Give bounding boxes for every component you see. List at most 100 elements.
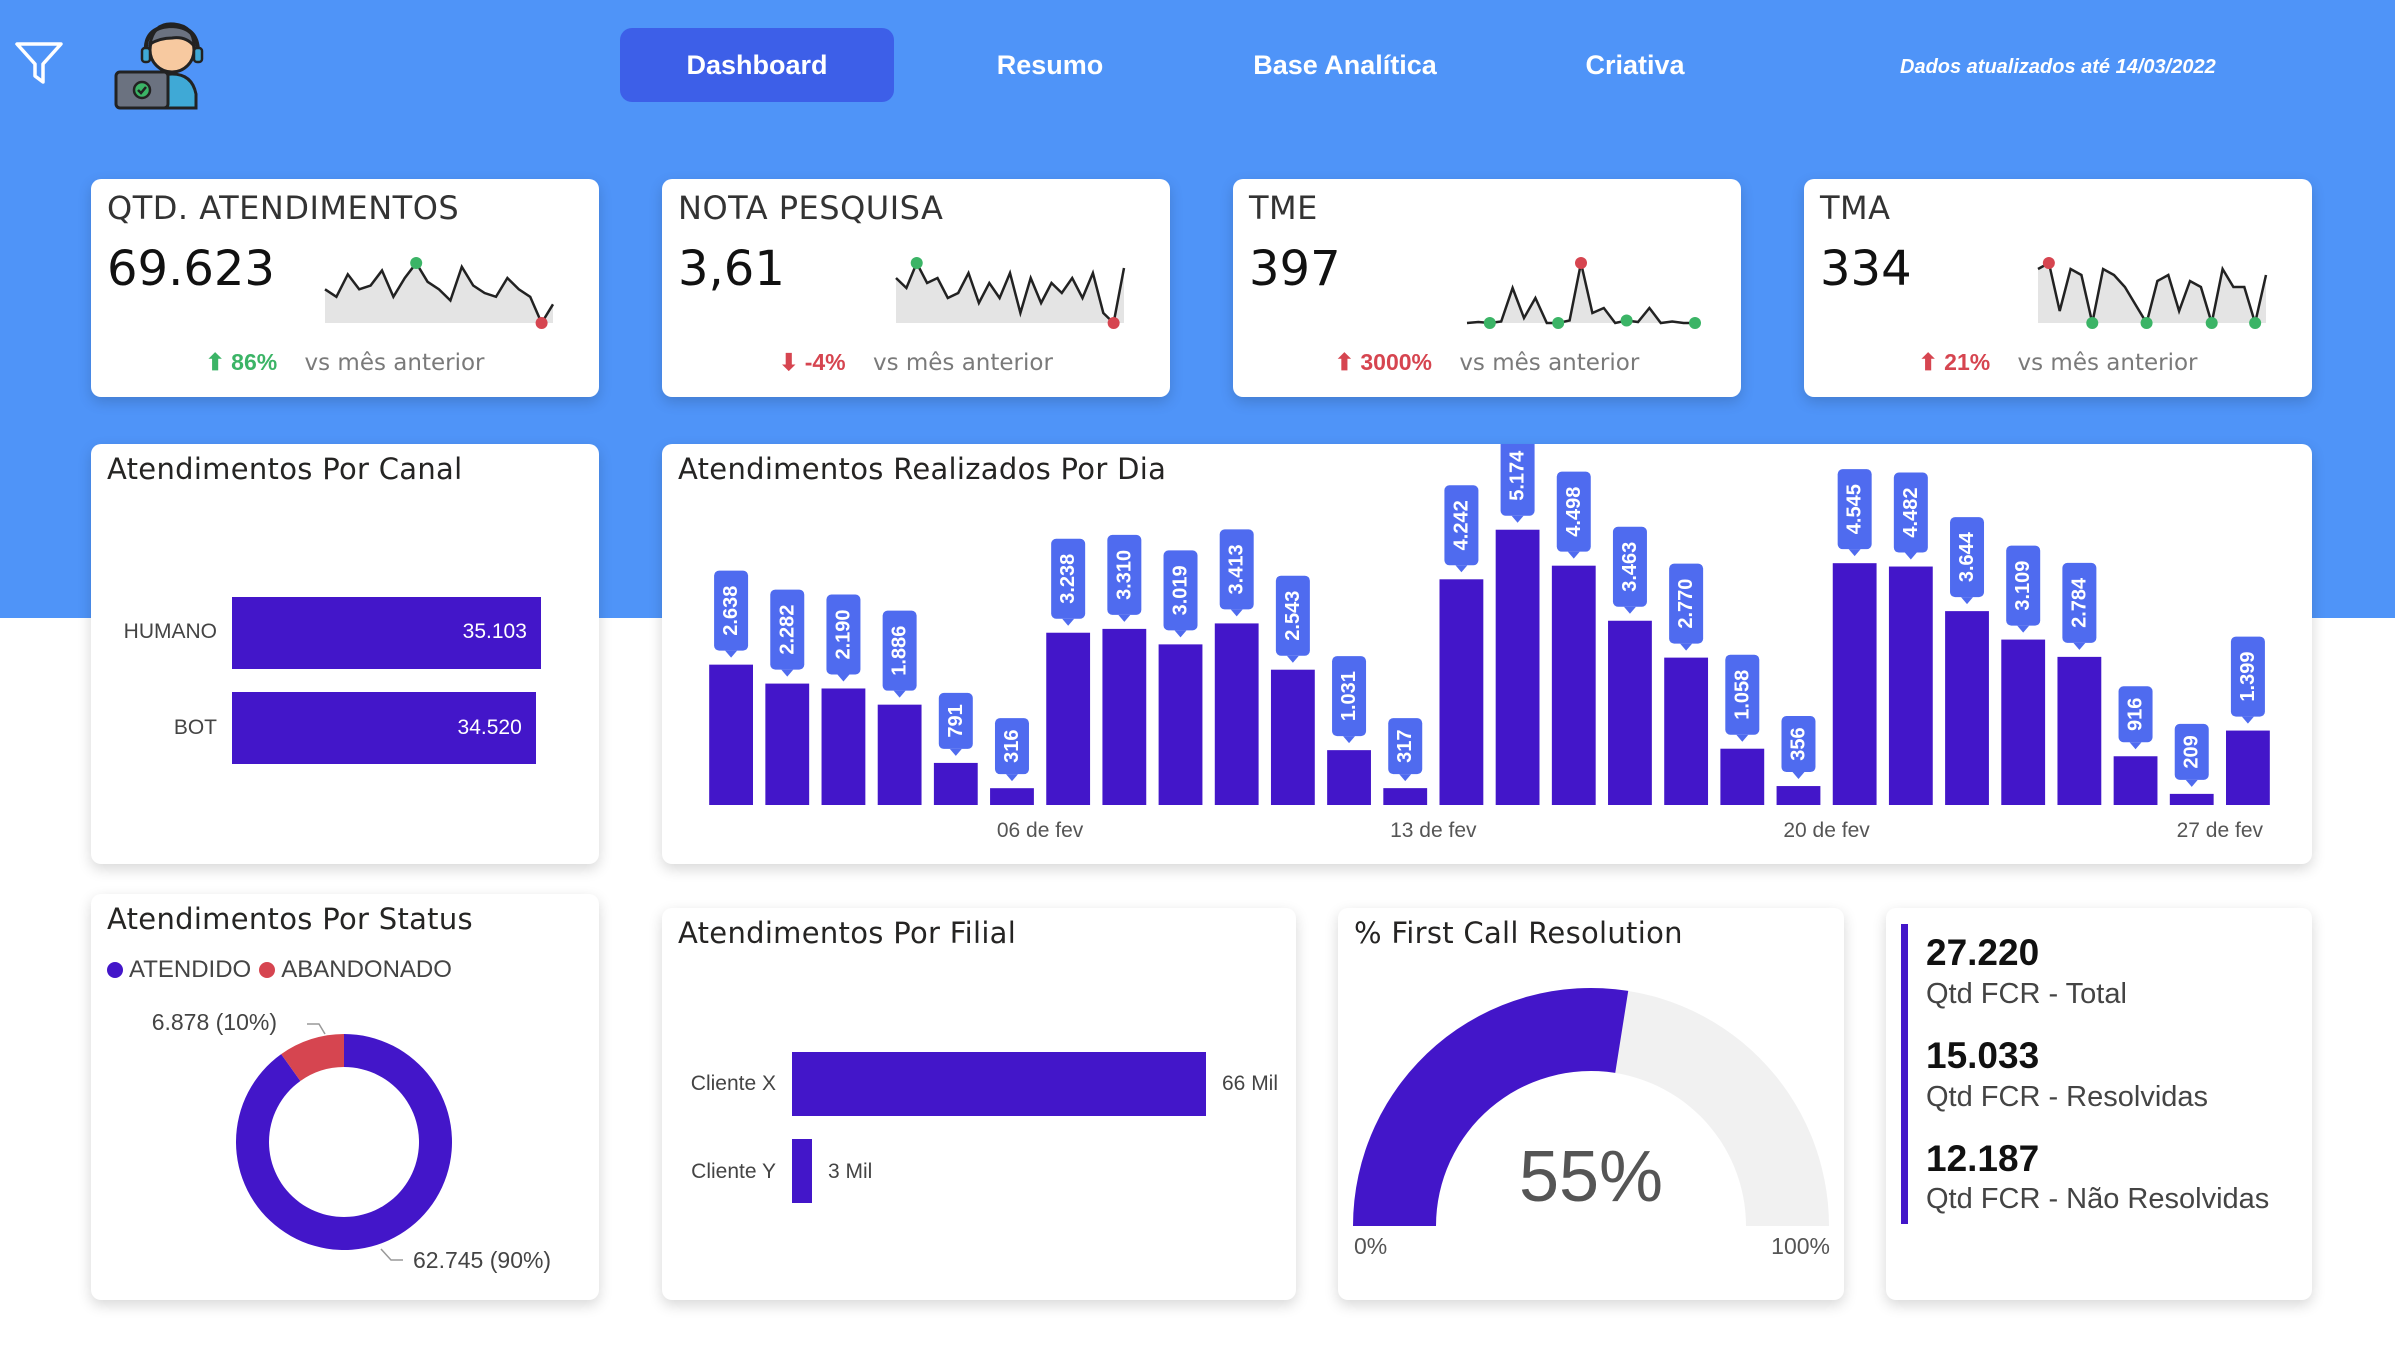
daily-bar[interactable]	[1439, 579, 1484, 805]
kpi-footer: ⬆ 86% vs mês anterior	[91, 349, 599, 376]
kpi-card-tme: TME 397 ⬆ 3000% vs mês anterior	[1233, 179, 1741, 397]
donut-slice-abandonado[interactable]	[281, 1034, 344, 1081]
sparkline-marker	[1575, 257, 1587, 269]
daily-bar[interactable]	[877, 704, 922, 805]
kpi-title: TMA	[1820, 189, 1891, 227]
tab-resumo[interactable]: Resumo	[996, 50, 1104, 80]
data-updated-label: Dados atualizados até 14/03/2022	[1900, 56, 2216, 78]
svg-text:209: 209	[2181, 735, 2203, 768]
daily-bar[interactable]	[2113, 756, 2158, 805]
leader-line	[380, 1248, 403, 1261]
card-atendimentos-por-filial: Atendimentos Por Filial Cliente X 66 Mil…	[662, 908, 1296, 1300]
kpi-comparison-label: vs mês anterior	[1459, 350, 1640, 376]
svg-text:2.784: 2.784	[2068, 577, 2090, 628]
sparkline-marker	[535, 317, 548, 329]
bar-cliente-y[interactable]	[792, 1139, 812, 1203]
svg-text:791: 791	[945, 704, 967, 737]
daily-bar-label: 5.174	[1500, 444, 1535, 523]
daily-bar[interactable]	[2057, 656, 2102, 805]
daily-bar[interactable]	[990, 788, 1034, 805]
sparkline-marker	[2086, 317, 2099, 329]
donut-slice-atendido[interactable]	[235, 1034, 452, 1250]
daily-bar[interactable]	[1158, 644, 1203, 805]
status-donut-chart: 6.878 (10%) 62.745 (90%)	[152, 1009, 551, 1273]
daily-bar-label: 3.238	[1051, 538, 1086, 626]
sparkline-area	[2038, 263, 2266, 323]
card-first-call-resolution: % First Call Resolution 55% 0% 100%	[1338, 908, 1844, 1300]
daily-bar[interactable]	[1270, 669, 1315, 805]
sparkline-line	[895, 260, 1126, 326]
filter-icon[interactable]	[14, 38, 64, 88]
daily-bar[interactable]	[765, 683, 810, 805]
daily-bar[interactable]	[1214, 623, 1259, 805]
card-title: Atendimentos Por Status	[107, 902, 473, 936]
daily-bar[interactable]	[2001, 639, 2046, 805]
daily-bar-label: 2.190	[826, 594, 861, 682]
kpi-comparison-label: vs mês anterior	[872, 350, 1053, 376]
bar-category-label: Cliente Y	[691, 1160, 776, 1183]
daily-bar[interactable]	[2169, 793, 2214, 805]
daily-bar-label: 2.770	[1669, 563, 1704, 651]
svg-text:1.058: 1.058	[1731, 670, 1753, 720]
daily-bar[interactable]	[2226, 730, 2270, 805]
daily-bar[interactable]	[1945, 611, 1989, 805]
x-tick-label: 27 de fev	[2177, 819, 2264, 842]
gauge-fill[interactable]	[1353, 988, 1629, 1226]
tab-dashboard[interactable]: Dashboard	[620, 28, 894, 102]
chart-legend: ATENDIDO ABANDONADO	[107, 956, 452, 984]
bar-value-label: 34.520	[457, 716, 522, 739]
daily-bar[interactable]	[821, 688, 866, 805]
tab-base-analitica[interactable]: Base Analítica	[1253, 50, 1437, 80]
card-fcr-stats: 27.220 Qtd FCR - Total 15.033 Qtd FCR - …	[1886, 908, 2312, 1300]
daily-bar-label: 2.638	[714, 570, 749, 658]
svg-text:2.638: 2.638	[720, 586, 742, 636]
daily-bar[interactable]	[1102, 628, 1147, 805]
daily-bar[interactable]	[1551, 565, 1596, 805]
support-agent-avatar-icon	[114, 22, 204, 110]
daily-bar[interactable]	[1495, 529, 1540, 805]
donut-label-atendido: 62.745 (90%)	[413, 1247, 551, 1273]
daily-bar[interactable]	[1776, 786, 1821, 805]
svg-text:4.545: 4.545	[1844, 484, 1866, 534]
x-tick-label: 06 de fev	[997, 819, 1084, 842]
kpi-sparkline	[1466, 257, 1701, 329]
svg-text:3.413: 3.413	[1226, 544, 1248, 594]
daily-bar[interactable]	[1832, 563, 1877, 805]
daily-bar[interactable]	[1888, 566, 1933, 805]
legend-label[interactable]: ATENDIDO	[129, 956, 252, 983]
card-title: Atendimentos Realizados Por Dia	[678, 452, 1167, 486]
kpi-sparkline	[2037, 257, 2268, 329]
daily-bar[interactable]	[1383, 788, 1428, 805]
daily-bar[interactable]	[1720, 748, 1765, 805]
tab-criativa[interactable]: Criativa	[1585, 50, 1685, 80]
sparkline-area	[1467, 263, 1695, 323]
daily-bar-label: 317	[1388, 718, 1423, 782]
bar-humano[interactable]	[232, 597, 541, 669]
bar-category-label: HUMANO	[123, 620, 217, 643]
svg-text:3.109: 3.109	[2012, 561, 2034, 611]
fcr-nao-resolvidas-label: Qtd FCR - Não Resolvidas	[1926, 1183, 2270, 1215]
sparkline-marker	[910, 257, 923, 269]
legend-label[interactable]: ABANDONADO	[281, 956, 452, 983]
fcr-total-label: Qtd FCR - Total	[1926, 978, 2127, 1010]
svg-text:356: 356	[1787, 727, 1809, 760]
kpi-comparison-label: vs mês anterior	[2017, 350, 2198, 376]
kpi-footer: ⬆ 3000% vs mês anterior	[1233, 349, 1741, 376]
svg-text:1.886: 1.886	[889, 626, 911, 676]
bar-bot[interactable]	[232, 692, 536, 764]
sparkline-marker	[1483, 317, 1496, 329]
daily-bar[interactable]	[1664, 657, 1709, 805]
daily-bar[interactable]	[709, 664, 753, 805]
sparkline-area	[896, 263, 1124, 323]
daily-bar[interactable]	[1046, 632, 1091, 805]
svg-text:3.644: 3.644	[1956, 531, 1978, 582]
daily-bar[interactable]	[1327, 750, 1371, 805]
daily-bar[interactable]	[933, 762, 978, 805]
daily-bar-label: 916	[2118, 686, 2153, 750]
kpi-delta: ⬆ 3000%	[1334, 349, 1432, 375]
daily-bar[interactable]	[1608, 620, 1652, 805]
bar-value-label: 35.103	[462, 620, 527, 643]
bar-cliente-x[interactable]	[792, 1052, 1206, 1116]
kpi-title: QTD. ATENDIMENTOS	[107, 189, 460, 227]
daily-bar-label: 1.886	[882, 610, 917, 698]
